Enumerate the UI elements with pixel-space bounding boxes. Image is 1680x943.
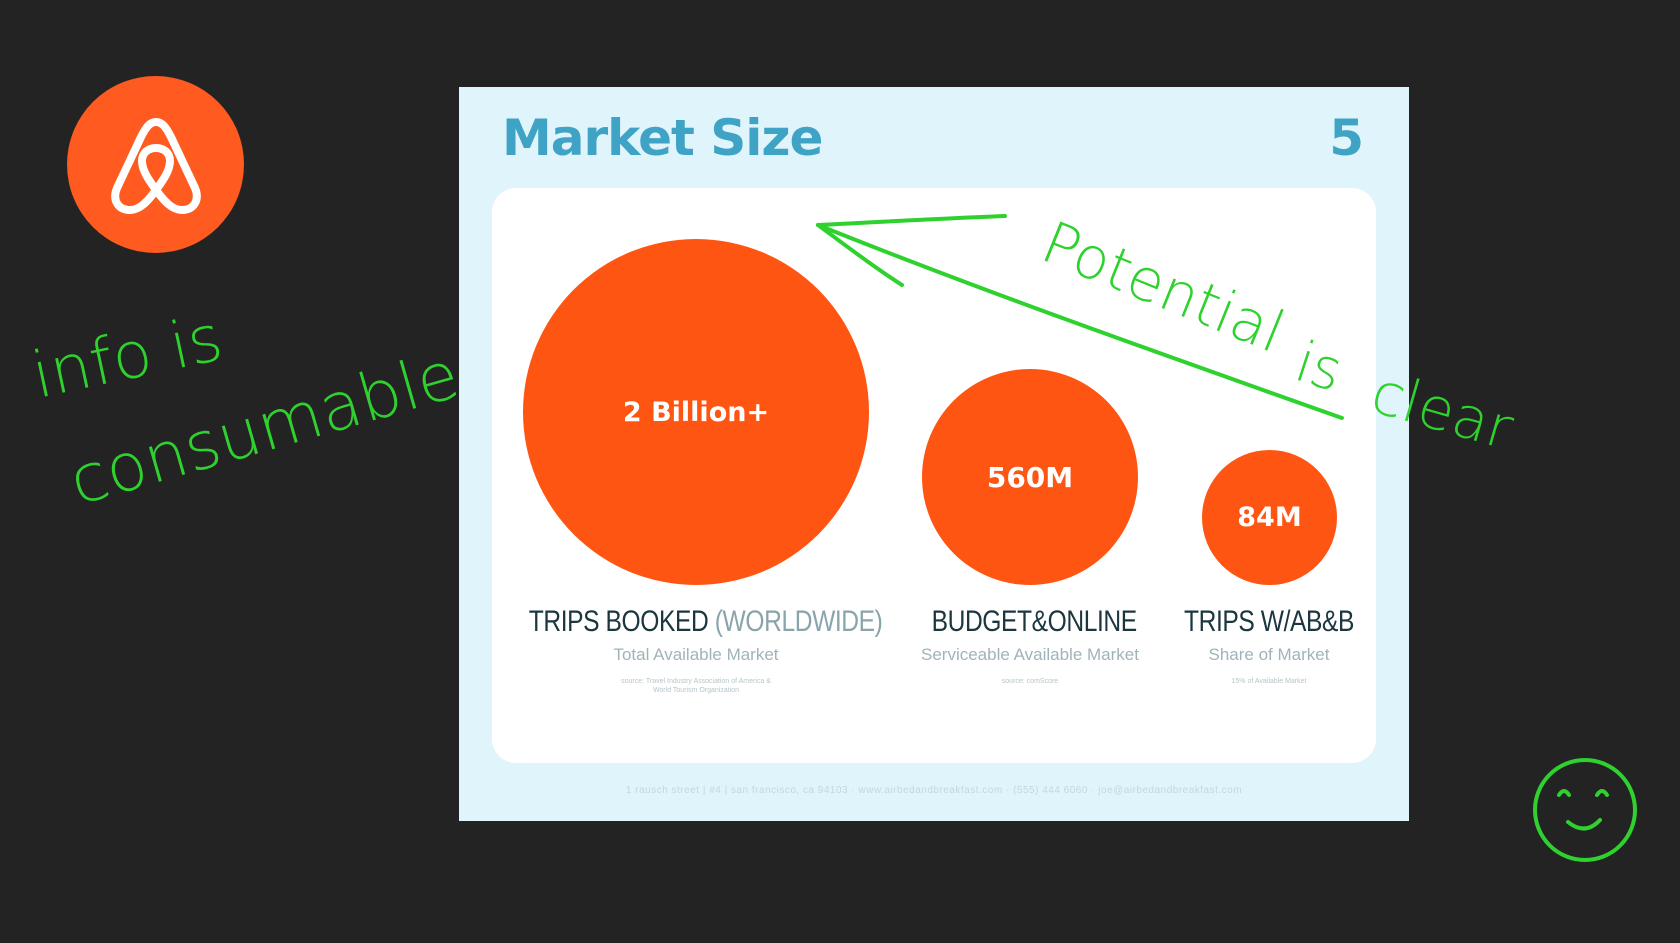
share-market-source: 15% of Available Market (1231, 678, 1307, 685)
airbnb-logo (67, 76, 244, 253)
share-market-label: TRIPS W/AB&B Share of Market 15% of Avai… (1164, 605, 1374, 686)
total-market-source-line2: World Tourism Organization (652, 687, 740, 694)
serviceable-market-name: BUDGET&ONLINE (931, 605, 1138, 638)
serviceable-market-subtitle: Serviceable Available Market (921, 645, 1139, 664)
market-size-slide: Market Size 5 2 Billion+ 560M 84M TRIPS … (459, 87, 1409, 821)
share-market-subtitle: Share of Market (1208, 645, 1330, 664)
share-market-circle: 84M (1202, 450, 1337, 585)
slide-footer: 1 rausch street | #4 | san francisco, ca… (625, 785, 1243, 796)
slide-number: 5 (1329, 109, 1364, 167)
slide-title: Market Size (502, 109, 823, 167)
total-market-name-suffix: (WORLDWIDE) (714, 605, 883, 638)
total-market-value: 2 Billion+ (622, 396, 770, 428)
left-note-line1: info is (26, 301, 229, 413)
serviceable-market-circle: 560M (922, 369, 1138, 585)
total-market-subtitle: Total Available Market (613, 645, 779, 664)
smiley-face-icon (1533, 758, 1637, 862)
total-market-circle: 2 Billion+ (523, 239, 869, 585)
share-market-name: TRIPS W/AB&B (1183, 605, 1355, 638)
share-market-value: 84M (1237, 502, 1302, 533)
total-market-source-line1: source: Travel Industry Association of A… (621, 678, 771, 685)
market-panel: 2 Billion+ 560M 84M TRIPS BOOKED (WORLDW… (492, 188, 1376, 763)
left-note-line2: consumable (61, 336, 467, 520)
airbnb-belo-icon (110, 117, 201, 214)
total-market-name: TRIPS BOOKED (528, 605, 709, 638)
serviceable-market-source: source: comScore (1001, 678, 1059, 685)
serviceable-market-value: 560M (986, 460, 1074, 494)
serviceable-market-label: BUDGET&ONLINE Serviceable Available Mark… (910, 605, 1150, 686)
total-market-label: TRIPS BOOKED (WORLDWIDE) Total Available… (492, 605, 900, 695)
